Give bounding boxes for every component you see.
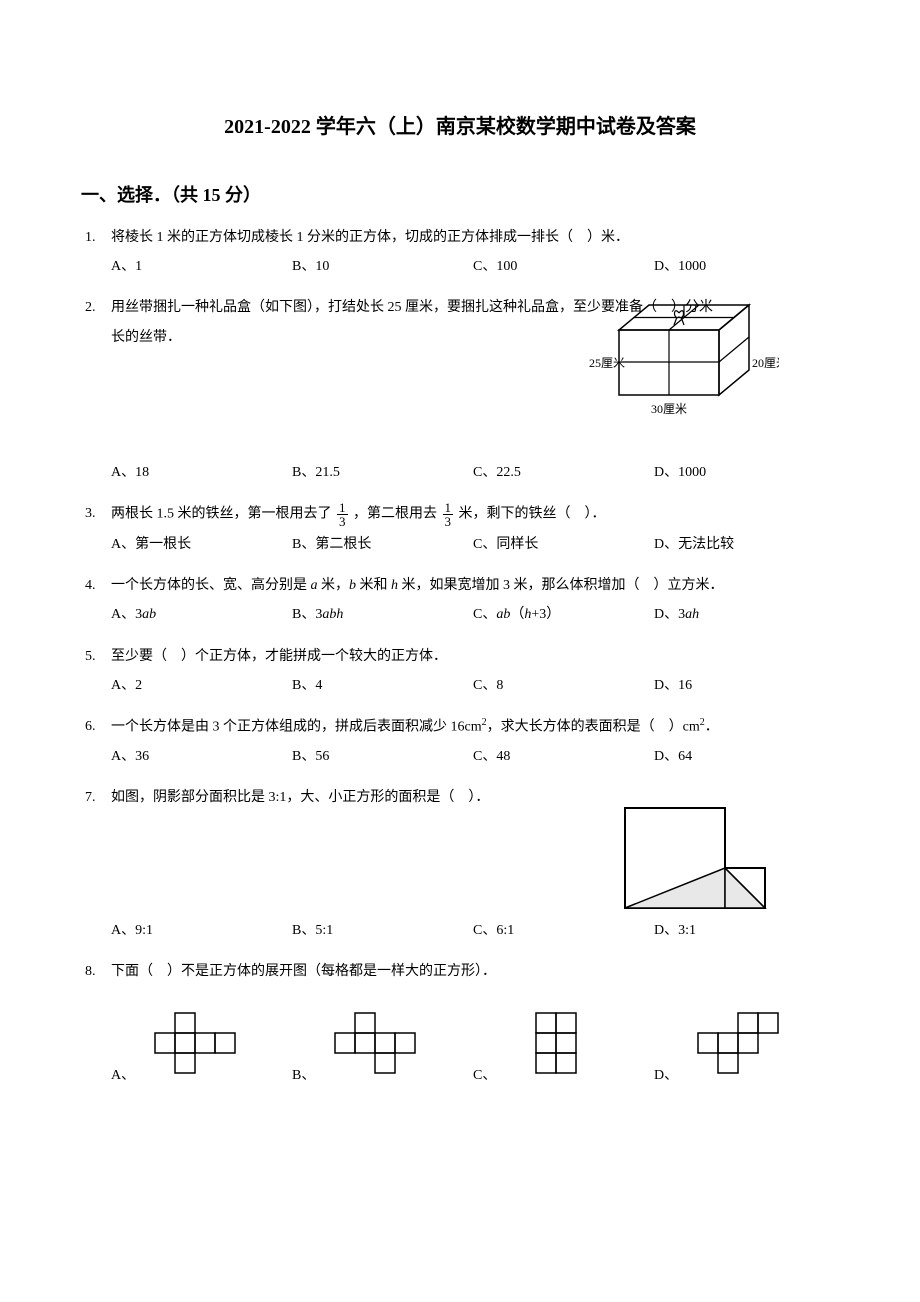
q3-frac2: 1 3 [443,501,454,528]
q3-num: 3. [85,501,111,557]
box-d-label: 20厘米 [752,356,779,370]
q2-opt-a: A、18 [111,460,292,485]
q6-opt-b: B、56 [292,744,473,769]
q6-opt-a: A、36 [111,744,292,769]
q5-opt-d: D、16 [654,673,835,698]
q5-opt-c: C、8 [473,673,654,698]
q7-num: 7. [85,785,111,943]
section-header: 一、选择．（共 15 分） [81,181,835,207]
question-1: 1. 将棱长 1 米的正方体切成棱长 1 分米的正方体，切成的正方体排成一排长（… [85,225,835,279]
q8-net-b: B、 [292,1008,473,1088]
q1-opt-a: A、1 [111,254,292,279]
q3-options: A、第一根长 B、第二根长 C、同样长 D、无法比较 [111,532,835,557]
q3-frac1: 1 3 [337,501,348,528]
q8-net-a: A、 [111,1008,292,1088]
q1-opt-d: D、1000 [654,254,835,279]
q3-text: 两根长 1.5 米的铁丝，第一根用去了 1 3 ，第二根用去 1 3 米，剩下的… [111,501,835,528]
exam-title: 2021-2022 学年六（上）南京某校数学期中试卷及答案 [85,110,835,139]
q8-body: 下面（ ）不是正方体的展开图（每格都是一样大的正方形）． A、 [111,959,835,1088]
q3-opt-a: A、第一根长 [111,532,292,557]
q1-opt-c: C、100 [473,254,654,279]
q7-body: 如图，阴影部分面积比是 3:1，大、小正方形的面积是（ ）． A、9:1 B、5… [111,785,835,943]
q1-num: 1. [85,225,111,279]
q4-num: 4. [85,573,111,627]
q3-opt-b: B、第二根长 [292,532,473,557]
q7-opt-b: B、5:1 [292,918,473,943]
q6-text: 一个长方体是由 3 个正方体组成的，拼成后表面积减少 16cm2，求大长方体的表… [111,714,835,740]
q4-opt-b: B、3abh [292,602,473,627]
q3-text-c: 米，剩下的铁丝（ ）． [459,507,606,522]
q1-body: 将棱长 1 米的正方体切成棱长 1 分米的正方体，切成的正方体排成一排长（ ）米… [111,225,835,279]
q4-body: 一个长方体的长、宽、高分别是 a 米，b 米和 h 米，如果宽增加 3 米，那么… [111,573,835,627]
q6-opt-c: C、48 [473,744,654,769]
q7-diagram [615,803,795,922]
q8-text: 下面（ ）不是正方体的展开图（每格都是一样大的正方形）． [111,959,835,984]
q4-opt-a: A、3ab [111,602,292,627]
q6-body: 一个长方体是由 3 个正方体组成的，拼成后表面积减少 16cm2，求大长方体的表… [111,714,835,769]
q5-body: 至少要（ ）个正方体，才能拼成一个较大的正方体． A、2 B、4 C、8 D、1… [111,644,835,698]
q2-opt-d: D、1000 [654,460,835,485]
net-c-svg [506,1008,606,1088]
q3-text-b: ，第二根用去 [353,507,437,522]
q3-opt-c: C、同样长 [473,532,654,557]
q5-opt-a: A、2 [111,673,292,698]
q2-opt-c: C、22.5 [473,460,654,485]
q4-opt-d: D、3ah [654,602,835,627]
q6-opt-d: D、64 [654,744,835,769]
q5-options: A、2 B、4 C、8 D、16 [111,673,835,698]
q5-opt-b: B、4 [292,673,473,698]
q2-body: 用丝带捆扎一种礼品盒（如下图），打结处长 25 厘米，要捆扎这种礼品盒，至少要准… [111,295,835,485]
q8-net-d: D、 [654,1008,835,1088]
question-7: 7. 如图，阴影部分面积比是 3:1，大、小正方形的面积是（ ）． A、9:1 [85,785,835,943]
q3-body: 两根长 1.5 米的铁丝，第一根用去了 1 3 ，第二根用去 1 3 米，剩下的… [111,501,835,557]
gift-box-diagram: 25厘米 20厘米 30厘米 [589,295,779,434]
q2-options: A、18 B、21.5 C、22.5 D、1000 [111,460,835,485]
q6-num: 6. [85,714,111,769]
question-6: 6. 一个长方体是由 3 个正方体组成的，拼成后表面积减少 16cm2，求大长方… [85,714,835,769]
question-4: 4. 一个长方体的长、宽、高分别是 a 米，b 米和 h 米，如果宽增加 3 米… [85,573,835,627]
q1-opt-b: B、10 [292,254,473,279]
net-b-svg [325,1008,435,1088]
q8-nets: A、 B、 [111,1008,835,1088]
q1-text: 将棱长 1 米的正方体切成棱长 1 分米的正方体，切成的正方体排成一排长（ ）米… [111,225,835,250]
q5-text: 至少要（ ）个正方体，才能拼成一个较大的正方体． [111,644,835,669]
q7-opt-a: A、9:1 [111,918,292,943]
q2-opt-b: B、21.5 [292,460,473,485]
q3-opt-d: D、无法比较 [654,532,835,557]
q6-options: A、36 B、56 C、48 D、64 [111,744,835,769]
q5-num: 5. [85,644,111,698]
q3-text-a: 两根长 1.5 米的铁丝，第一根用去了 [111,507,332,522]
q2-num: 2. [85,295,111,485]
q1-options: A、1 B、10 C、100 D、1000 [111,254,835,279]
q8-num: 8. [85,959,111,1088]
question-8: 8. 下面（ ）不是正方体的展开图（每格都是一样大的正方形）． A、 [85,959,835,1088]
q8-net-c: C、 [473,1008,654,1088]
q4-opt-c: C、ab（h+3） [473,602,654,627]
question-5: 5. 至少要（ ）个正方体，才能拼成一个较大的正方体． A、2 B、4 C、8 … [85,644,835,698]
q4-options: A、3ab B、3abh C、ab（h+3） D、3ah [111,602,835,627]
net-a-svg [145,1008,245,1088]
box-w-label: 30厘米 [651,402,687,416]
question-2: 2. 用丝带捆扎一种礼品盒（如下图），打结处长 25 厘米，要捆扎这种礼品盒，至… [85,295,835,485]
question-3: 3. 两根长 1.5 米的铁丝，第一根用去了 1 3 ，第二根用去 1 3 米，… [85,501,835,557]
net-d-svg [688,1008,798,1088]
exam-page: 2021-2022 学年六（上）南京某校数学期中试卷及答案 一、选择．（共 15… [0,0,920,1302]
box-h-label: 25厘米 [589,356,625,370]
q4-text: 一个长方体的长、宽、高分别是 a 米，b 米和 h 米，如果宽增加 3 米，那么… [111,573,835,598]
